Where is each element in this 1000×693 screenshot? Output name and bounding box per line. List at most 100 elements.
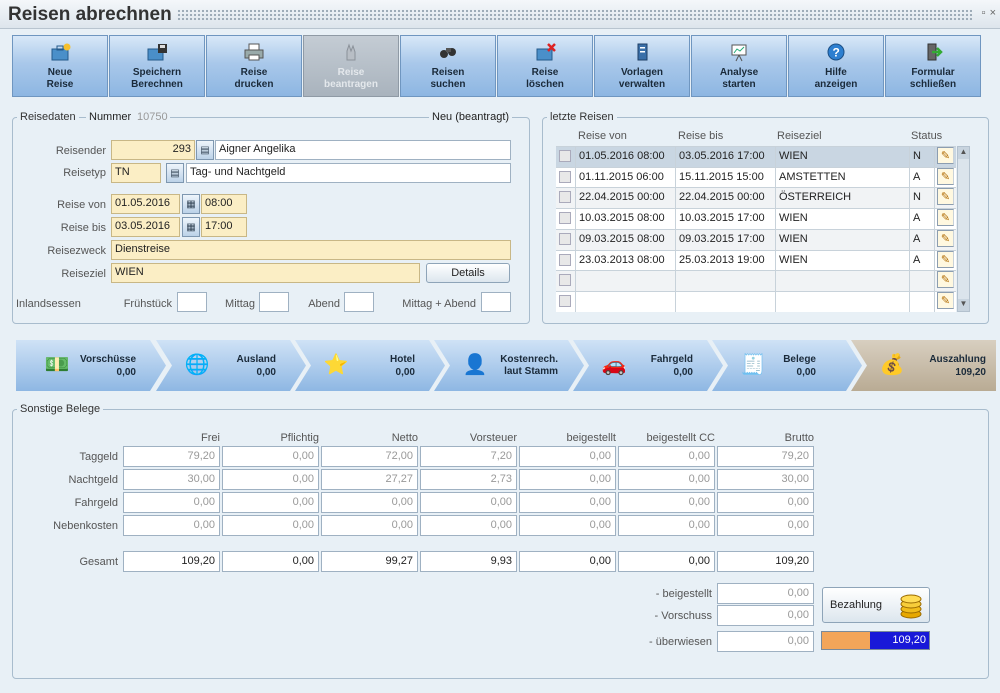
scroll-up-button[interactable]: ▲ xyxy=(958,147,969,159)
belege-cell[interactable]: 0,00 xyxy=(420,492,517,513)
belege-cell[interactable]: 0,00 xyxy=(717,492,814,513)
step-kostenrech[interactable]: 👤 Kostenrech. laut Stamm xyxy=(434,340,584,391)
belege-cell[interactable]: 0,00 xyxy=(519,446,616,467)
print-trip-button[interactable]: Reise drucken xyxy=(206,35,302,97)
belege-cell[interactable]: 79,20 xyxy=(123,446,220,467)
belege-cell[interactable]: 0,00 xyxy=(222,446,319,467)
scroll-down-button[interactable]: ▼ xyxy=(958,299,969,311)
row-checkbox[interactable] xyxy=(559,253,571,266)
trip-row[interactable]: 09.03.2015 08:00 09.03.2015 17:00 WIEN A ✎ xyxy=(556,228,956,250)
belege-cell[interactable]: 0,00 xyxy=(222,469,319,490)
minimize-button[interactable]: ▫ xyxy=(981,7,986,19)
reise-von-calendar-button[interactable]: ▦ xyxy=(182,194,200,214)
reisetyp-code-field[interactable]: TN xyxy=(111,163,161,183)
belege-cell[interactable]: 0,00 xyxy=(222,492,319,513)
mittag-abend-field[interactable] xyxy=(481,292,511,312)
reisetyp-name-field[interactable]: Tag- und Nachtgeld xyxy=(186,163,511,183)
edit-pencil-icon[interactable]: ✎ xyxy=(937,209,954,227)
belege-cell[interactable]: 72,00 xyxy=(321,446,418,467)
row-checkbox[interactable] xyxy=(559,294,571,307)
belege-cell[interactable]: 0,00 xyxy=(519,515,616,536)
save-calc-button[interactable]: Speichern Berechnen xyxy=(109,35,205,97)
edit-pencil-icon[interactable]: ✎ xyxy=(937,147,954,164)
belege-cell[interactable]: 0,00 xyxy=(618,446,715,467)
belege-cell[interactable]: 0,00 xyxy=(519,551,616,572)
reisezweck-field[interactable]: Dienstreise xyxy=(111,240,511,260)
step-vorschuesse[interactable]: 💵 Vorschüsse 0,00 xyxy=(16,340,166,391)
belege-cell[interactable]: 0,00 xyxy=(321,492,418,513)
start-analysis-button[interactable]: Analyse starten xyxy=(691,35,787,97)
reise-von-time[interactable]: 08:00 xyxy=(201,194,247,214)
close-form-button[interactable]: Formular schließen xyxy=(885,35,981,97)
fruehstueck-field[interactable] xyxy=(177,292,207,312)
trip-row[interactable]: 22.04.2015 00:00 22.04.2015 00:00 ÖSTERREI… xyxy=(556,187,956,209)
title-grip[interactable] xyxy=(177,9,972,21)
belege-cell[interactable]: 99,27 xyxy=(321,551,418,572)
belege-cell[interactable]: 7,20 xyxy=(420,446,517,467)
trip-row[interactable]: 01.05.2016 08:00 03.05.2016 17:00 WIEN N ✎ xyxy=(556,146,956,167)
new-trip-button[interactable]: Neue Reise xyxy=(12,35,108,97)
row-checkbox[interactable] xyxy=(559,191,571,204)
trip-row[interactable]: 23.03.2013 08:00 25.03.2013 19:00 WIEN A ✎ xyxy=(556,249,956,271)
belege-cell[interactable]: 30,00 xyxy=(717,469,814,490)
reisetyp-lookup-button[interactable]: ▤ xyxy=(166,163,184,183)
trip-row[interactable]: ✎ xyxy=(556,270,956,292)
mittag-field[interactable] xyxy=(259,292,289,312)
reise-bis-calendar-button[interactable]: ▦ xyxy=(182,217,200,237)
belege-cell[interactable]: 109,20 xyxy=(717,551,814,572)
bezahlung-button[interactable]: Bezahlung xyxy=(822,587,930,623)
manage-templates-button[interactable]: Vorlagen verwalten xyxy=(594,35,690,97)
belege-cell[interactable]: 2,73 xyxy=(420,469,517,490)
belege-cell[interactable]: 0,00 xyxy=(123,515,220,536)
trip-row[interactable]: 01.11.2015 06:00 15.11.2015 15:00 AMSTETTE… xyxy=(556,166,956,188)
ueberwiesen-field[interactable]: 0,00 xyxy=(717,631,814,652)
trip-row[interactable]: ✎ xyxy=(556,290,956,312)
belege-cell[interactable]: 30,00 xyxy=(123,469,220,490)
edit-pencil-icon[interactable]: ✎ xyxy=(937,167,954,185)
vorschuss-field[interactable]: 0,00 xyxy=(717,605,814,626)
step-hotel[interactable]: ⭐ Hotel 0,00 xyxy=(295,340,445,391)
belege-cell[interactable]: 79,20 xyxy=(717,446,814,467)
belege-cell[interactable]: 9,93 xyxy=(420,551,517,572)
reisender-id-field[interactable]: 293 xyxy=(111,140,195,160)
reise-bis-time[interactable]: 17:00 xyxy=(201,217,247,237)
delete-trip-button[interactable]: Reise löschen xyxy=(497,35,593,97)
row-checkbox[interactable] xyxy=(559,150,571,162)
belege-cell[interactable]: 0,00 xyxy=(123,492,220,513)
belege-cell[interactable]: 27,27 xyxy=(321,469,418,490)
belege-cell[interactable]: 0,00 xyxy=(519,492,616,513)
belege-cell[interactable]: 0,00 xyxy=(420,515,517,536)
reise-von-date[interactable]: 01.05.2016 xyxy=(111,194,180,214)
row-checkbox[interactable] xyxy=(559,274,571,287)
reise-bis-date[interactable]: 03.05.2016 xyxy=(111,217,180,237)
edit-pencil-icon[interactable]: ✎ xyxy=(937,188,954,206)
trip-row[interactable]: 10.03.2015 08:00 10.03.2015 17:00 WIEN A ✎ xyxy=(556,208,956,230)
belege-cell[interactable]: 0,00 xyxy=(717,515,814,536)
row-checkbox[interactable] xyxy=(559,170,571,183)
request-trip-button[interactable]: Reise beantragen xyxy=(303,35,399,97)
trips-scrollbar[interactable]: ▲ ▼ xyxy=(957,146,970,312)
belege-cell[interactable]: 0,00 xyxy=(222,515,319,536)
reisender-lookup-button[interactable]: ▤ xyxy=(196,140,214,160)
close-button[interactable]: × xyxy=(989,7,996,19)
step-ausland[interactable]: 🌐 Ausland 0,00 xyxy=(156,340,306,391)
belege-cell[interactable]: 0,00 xyxy=(618,515,715,536)
beigestellt-field[interactable]: 0,00 xyxy=(717,583,814,604)
edit-pencil-icon[interactable]: ✎ xyxy=(937,291,954,309)
row-checkbox[interactable] xyxy=(559,232,571,245)
show-help-button[interactable]: ? Hilfe anzeigen xyxy=(788,35,884,97)
step-fahrgeld[interactable]: 🚗 Fahrgeld 0,00 xyxy=(573,340,723,391)
edit-pencil-icon[interactable]: ✎ xyxy=(937,250,954,268)
edit-pencil-icon[interactable]: ✎ xyxy=(937,229,954,247)
belege-cell[interactable]: 0,00 xyxy=(618,492,715,513)
belege-cell[interactable]: 0,00 xyxy=(618,551,715,572)
reiseziel-field[interactable]: WIEN xyxy=(111,263,420,283)
row-checkbox[interactable] xyxy=(559,212,571,225)
search-trips-button[interactable]: Reisen suchen xyxy=(400,35,496,97)
belege-cell[interactable]: 0,00 xyxy=(618,469,715,490)
belege-cell[interactable]: 109,20 xyxy=(123,551,220,572)
belege-cell[interactable]: 0,00 xyxy=(519,469,616,490)
details-button[interactable]: Details xyxy=(426,263,510,283)
edit-pencil-icon[interactable]: ✎ xyxy=(937,271,954,289)
step-auszahlung[interactable]: 💰 Auszahlung 109,20 xyxy=(851,340,996,391)
